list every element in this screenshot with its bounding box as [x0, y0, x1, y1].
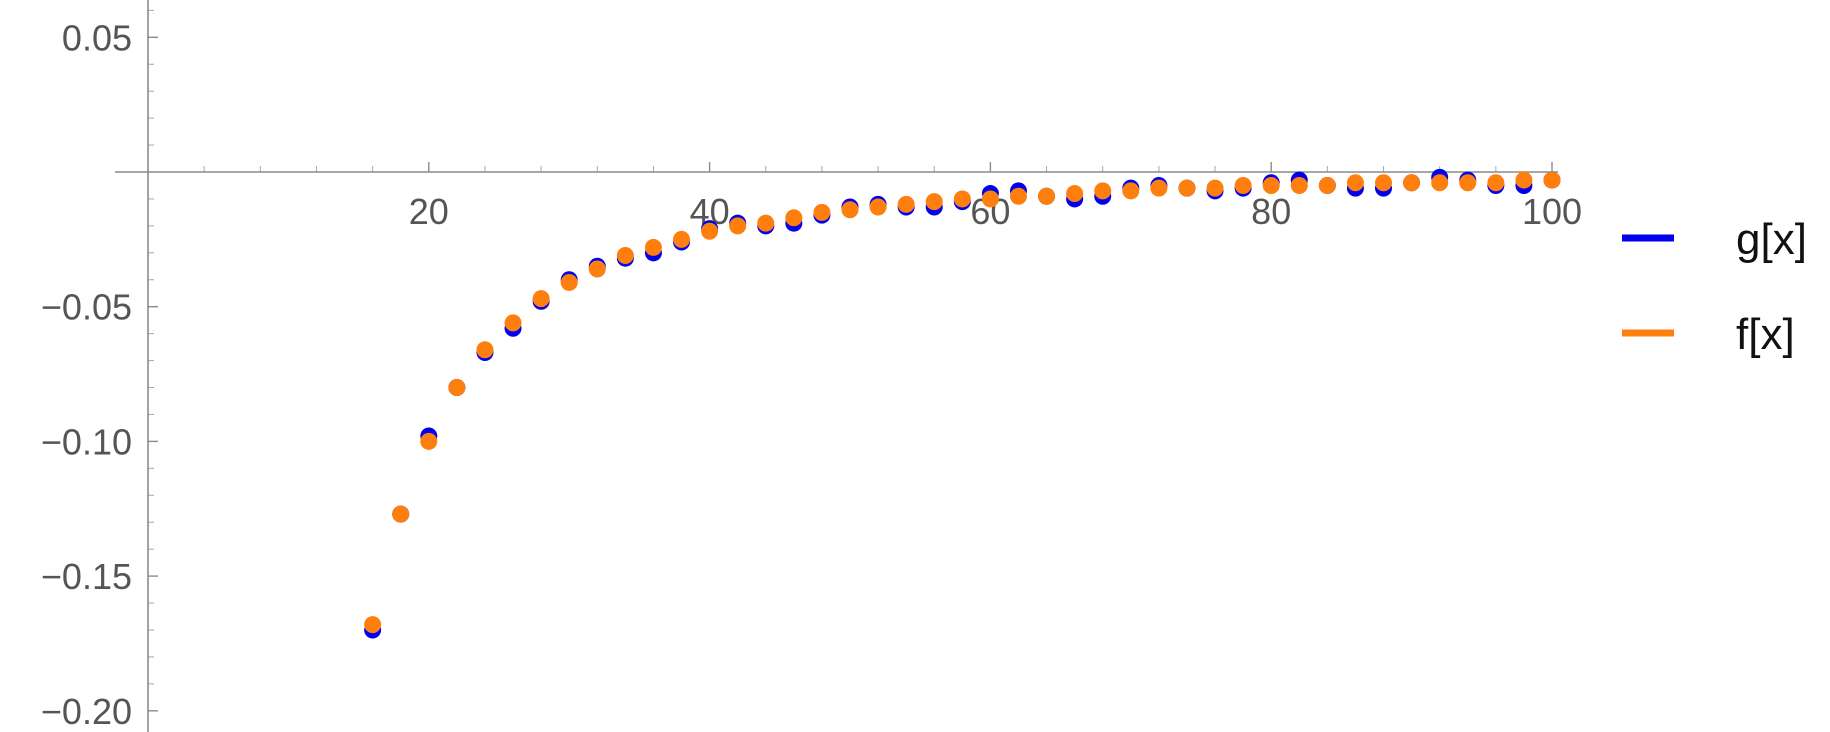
- data-point: [504, 314, 522, 332]
- data-point: [392, 505, 410, 523]
- major-ticks: [148, 36, 1553, 712]
- data-point: [701, 222, 719, 240]
- data-point: [1262, 176, 1280, 194]
- axes: [115, 0, 1558, 732]
- legend-item-g: g[x]: [1622, 215, 1807, 264]
- data-point: [1346, 174, 1364, 192]
- data-point: [1234, 176, 1252, 194]
- y-tick-label: −0.15: [41, 556, 132, 597]
- y-tick-label: −0.10: [41, 421, 132, 462]
- data-point: [897, 195, 915, 213]
- data-point: [644, 238, 662, 256]
- data-point: [785, 209, 803, 227]
- legend-label-f: f[x]: [1736, 310, 1795, 359]
- data-point: [532, 290, 550, 308]
- x-tick-label: 100: [1522, 191, 1582, 232]
- y-tick-label: 0.05: [62, 17, 132, 58]
- data-point: [1318, 176, 1336, 194]
- data-point: [420, 432, 438, 450]
- data-point: [1206, 179, 1224, 197]
- y-tick-label: −0.20: [41, 691, 132, 732]
- data-point: [757, 214, 775, 232]
- data-point: [813, 203, 831, 221]
- data-point: [1066, 185, 1084, 203]
- data-point: [364, 616, 382, 634]
- data-point: [1487, 174, 1505, 192]
- legend-item-f: f[x]: [1622, 310, 1795, 359]
- data-point: [616, 247, 634, 265]
- data-point: [1403, 174, 1421, 192]
- data-point: [448, 379, 466, 397]
- data-point: [1290, 176, 1308, 194]
- y-tick-label: −0.05: [41, 287, 132, 328]
- legend-label-g: g[x]: [1736, 215, 1807, 264]
- data-point: [1543, 171, 1561, 189]
- x-tick-label: 80: [1251, 191, 1291, 232]
- legend: g[x] f[x]: [1622, 215, 1807, 359]
- data-point: [1150, 179, 1168, 197]
- data-point: [869, 198, 887, 216]
- series-f: [364, 171, 1561, 634]
- data-point: [1375, 174, 1393, 192]
- minor-ticks: [148, 9, 1497, 685]
- data-point: [981, 190, 999, 208]
- data-point: [588, 260, 606, 278]
- data-point: [1459, 174, 1477, 192]
- data-point: [1178, 179, 1196, 197]
- series-g: [364, 168, 1561, 639]
- data-point: [1122, 182, 1140, 200]
- data-point: [1038, 187, 1056, 205]
- data-point: [1094, 182, 1112, 200]
- data-point: [953, 190, 971, 208]
- data-point: [1515, 171, 1533, 189]
- data-point: [560, 273, 578, 291]
- data-point: [925, 193, 943, 211]
- data-point: [1009, 187, 1027, 205]
- data-point: [841, 201, 859, 219]
- y-tick-labels: 0.05 −0.05 −0.10 −0.15 −0.20: [41, 17, 132, 732]
- data-point: [729, 217, 747, 235]
- data-point: [1431, 174, 1449, 192]
- data-points: [364, 168, 1561, 639]
- data-point: [476, 341, 494, 359]
- data-point: [673, 230, 691, 248]
- x-tick-label: 20: [409, 191, 449, 232]
